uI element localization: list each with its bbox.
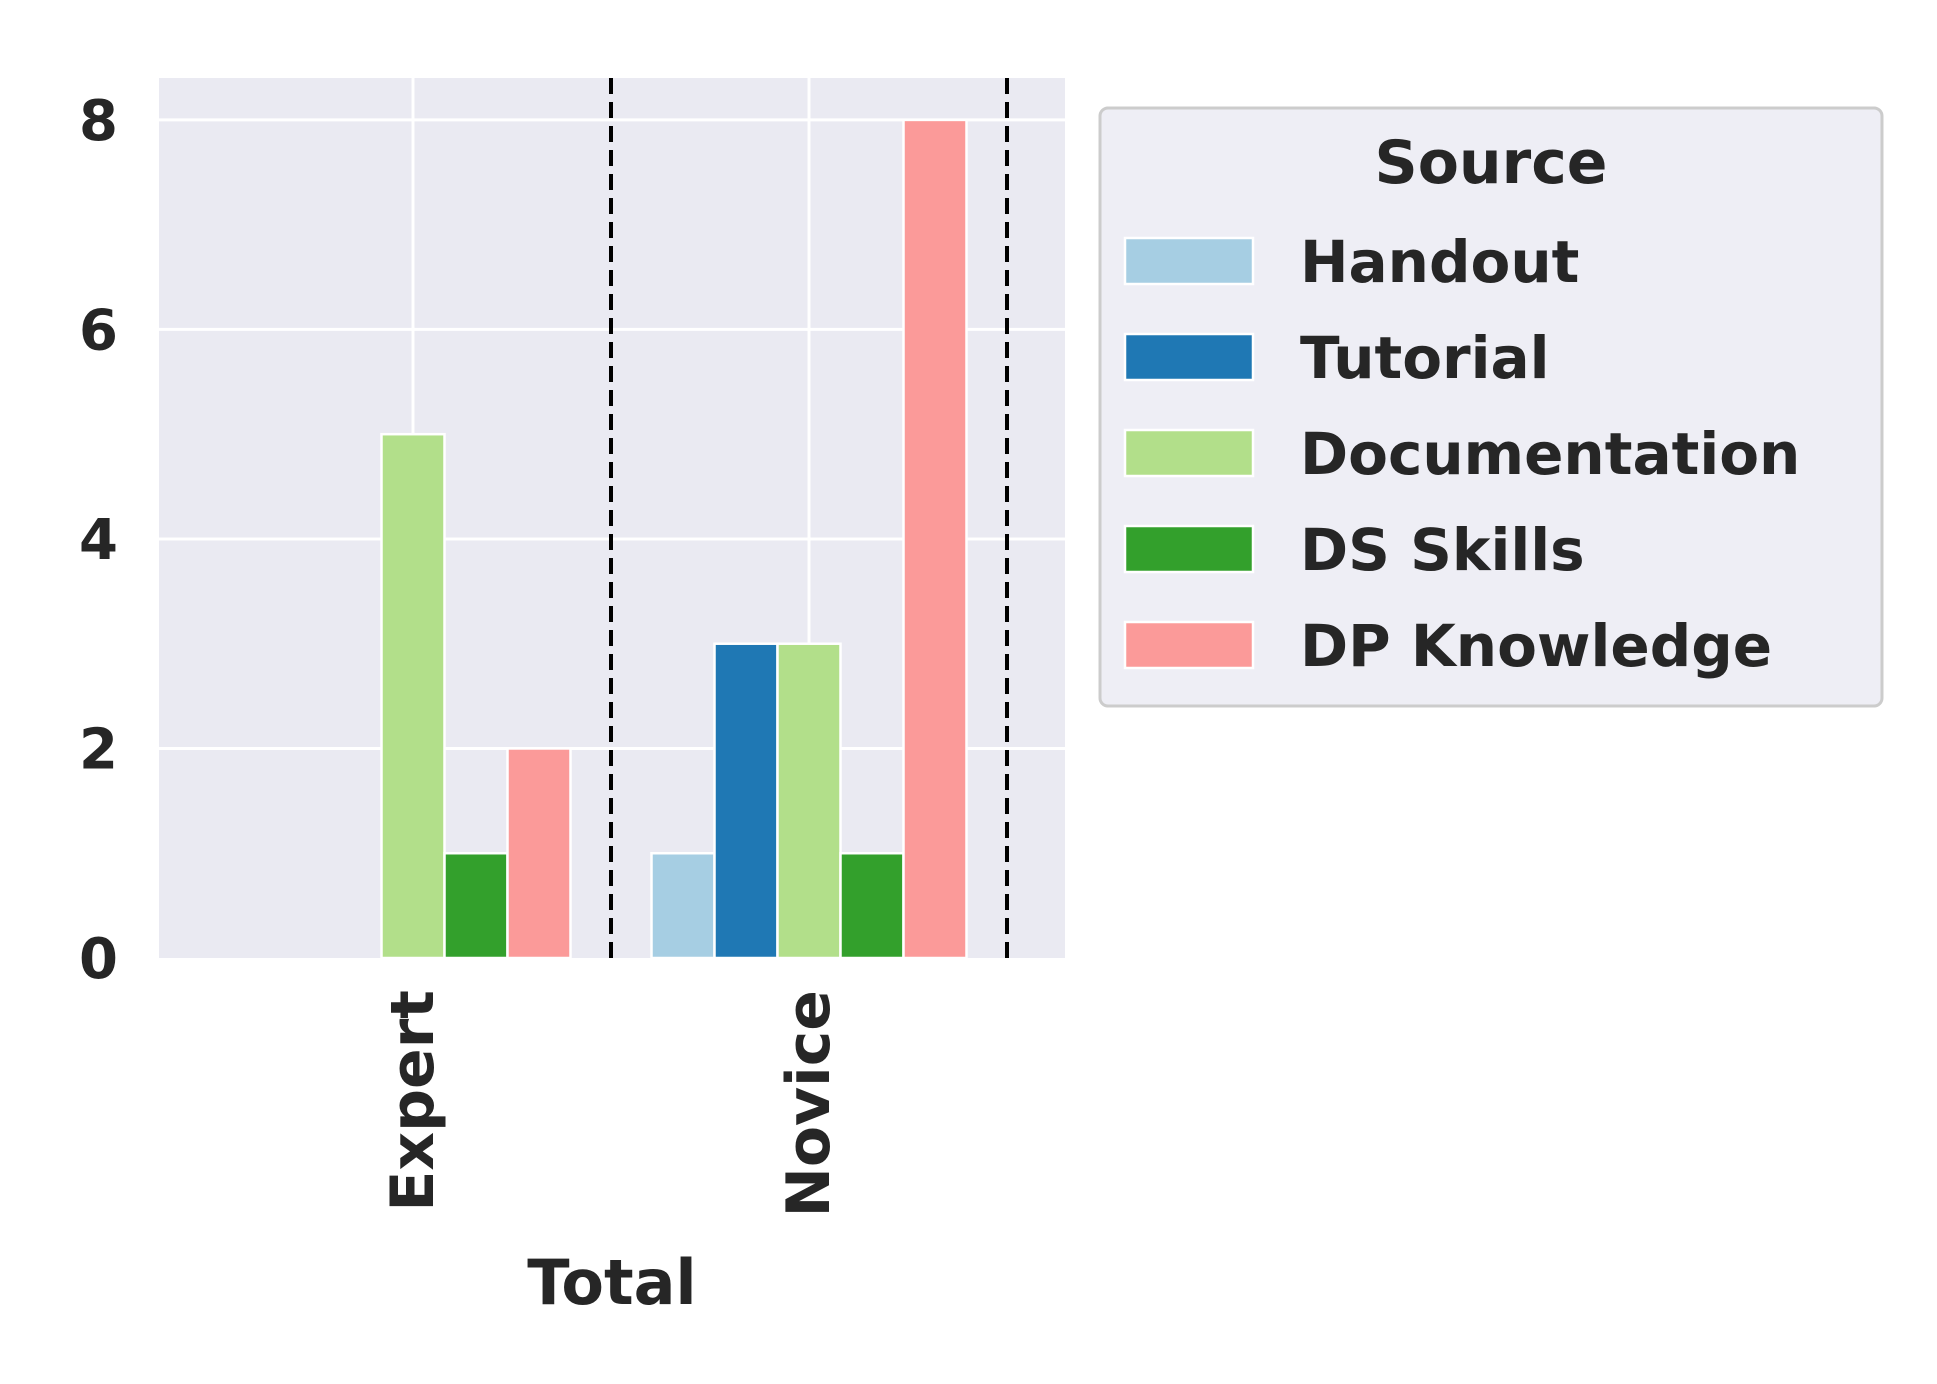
legend-label: Tutorial — [1300, 324, 1550, 392]
x-tick-label: Expert — [378, 990, 448, 1212]
legend: Source Handout Tutorial Documentation DS Sk… — [1098, 106, 1884, 708]
legend-entries: Handout Tutorial Documentation DS Skills DP … — [1123, 228, 1800, 680]
legend-label: Documentation — [1300, 420, 1800, 488]
y-tick-labels: 0 2 4 6 8 — [79, 89, 118, 992]
legend-frame — [1098, 106, 1884, 708]
legend-label: DS Skills — [1300, 516, 1585, 584]
group-separators — [609, 78, 1009, 958]
y-tick-label: 8 — [79, 89, 118, 154]
bar-novice-handout — [650, 851, 716, 960]
bar-novice-dp-knowledge — [902, 118, 968, 960]
bar-novice-tutorial — [713, 642, 779, 960]
bar-expert-ds-skills — [443, 851, 509, 960]
bar-novice-ds-skills — [839, 851, 905, 960]
legend-label: DP Knowledge — [1300, 612, 1772, 680]
legend-swatch — [1123, 332, 1255, 382]
x-tick-labels: Expert Novice — [378, 990, 844, 1217]
legend-label: Handout — [1300, 228, 1579, 296]
legend-swatch — [1123, 236, 1255, 286]
y-tick-label: 6 — [79, 298, 118, 363]
legend-swatch — [1123, 428, 1255, 478]
x-axis-label: Total — [527, 1246, 696, 1319]
bar-novice-documentation — [776, 642, 842, 960]
bars — [380, 118, 968, 960]
y-tick-label: 0 — [79, 927, 118, 992]
legend-swatch — [1123, 620, 1255, 670]
y-tick-label: 4 — [79, 508, 118, 573]
x-tick-label: Novice — [774, 990, 844, 1217]
bar-expert-documentation — [380, 432, 446, 960]
bar-expert-dp-knowledge — [506, 747, 572, 960]
y-tick-label: 2 — [79, 717, 118, 782]
legend-swatch — [1123, 524, 1255, 574]
legend-title: Source — [1375, 128, 1608, 198]
